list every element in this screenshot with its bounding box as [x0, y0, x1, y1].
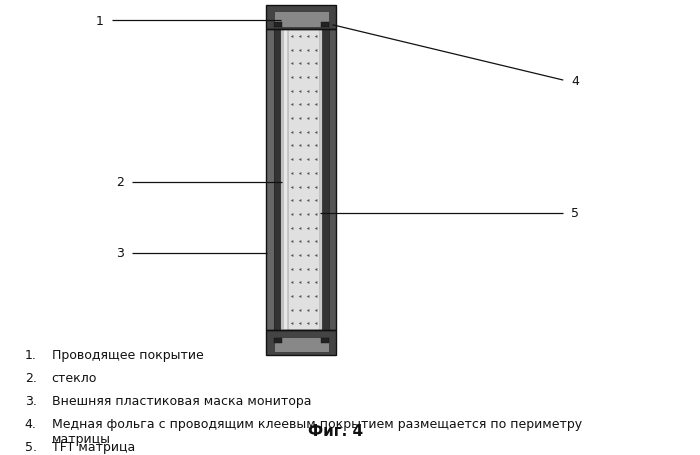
Bar: [281, 30, 284, 330]
Text: 2.: 2.: [25, 371, 36, 384]
Bar: [288, 30, 320, 330]
Text: 5.: 5.: [25, 440, 37, 453]
Text: стекло: стекло: [52, 371, 97, 384]
Text: 4.: 4.: [25, 417, 36, 430]
Text: 3: 3: [116, 247, 124, 260]
Bar: [321, 23, 329, 28]
Text: 2: 2: [116, 176, 124, 189]
Bar: [265, 330, 336, 355]
Bar: [323, 30, 329, 330]
Bar: [274, 23, 282, 28]
Bar: [265, 30, 274, 330]
Text: Фиг. 4: Фиг. 4: [308, 423, 363, 438]
Bar: [321, 339, 329, 344]
Text: TFT матрица: TFT матрица: [52, 440, 135, 453]
Text: 1: 1: [96, 15, 104, 28]
Bar: [265, 30, 336, 330]
Bar: [265, 6, 336, 30]
Bar: [281, 30, 323, 330]
Bar: [274, 339, 282, 344]
Text: Внешняя пластиковая маска монитора: Внешняя пластиковая маска монитора: [52, 394, 311, 407]
Text: 4: 4: [571, 75, 579, 87]
Text: 5: 5: [571, 207, 580, 220]
Bar: [274, 30, 281, 330]
Text: 1.: 1.: [25, 348, 36, 361]
Text: 3.: 3.: [25, 394, 36, 407]
Text: Проводящее покрытие: Проводящее покрытие: [52, 348, 203, 361]
Text: Медная фольга с проводящим клеевым покрытием размещается по периметру
матрицы: Медная фольга с проводящим клеевым покры…: [52, 417, 582, 445]
Bar: [274, 337, 329, 353]
Bar: [274, 12, 329, 28]
Bar: [329, 30, 336, 330]
